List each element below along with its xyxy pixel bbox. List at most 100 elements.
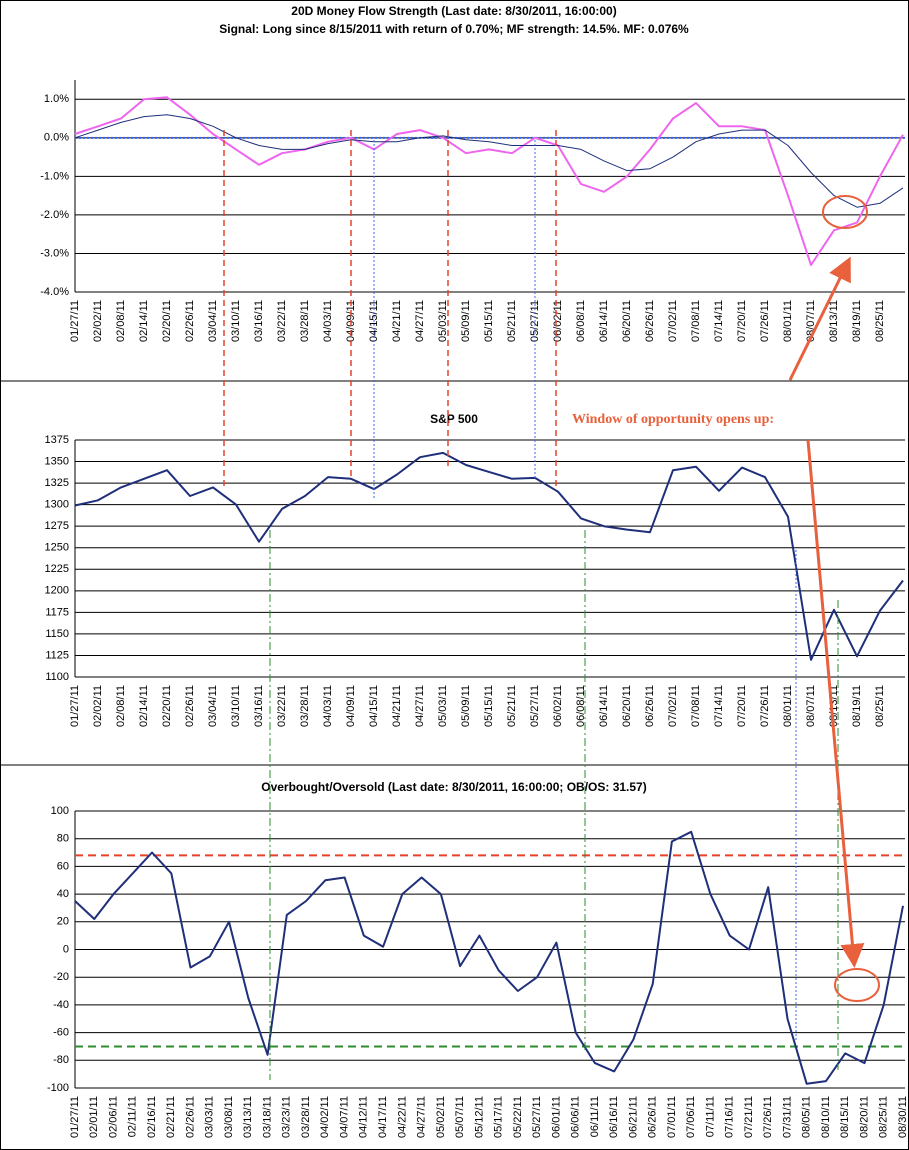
x-tick-label: 02/11/11 xyxy=(127,1096,139,1137)
highlight-circle xyxy=(834,968,880,1002)
x-tick-label: 04/27/11 xyxy=(414,685,426,727)
x-tick-label: 05/27/11 xyxy=(531,1096,543,1138)
x-tick-label: 05/09/11 xyxy=(460,685,472,727)
x-tick-label: 06/14/11 xyxy=(598,300,610,342)
x-tick-label: 04/27/11 xyxy=(414,300,426,342)
x-tick-label: 06/02/11 xyxy=(552,685,564,727)
y-tick-label: 1375 xyxy=(45,434,69,446)
x-tick-label: 03/16/11 xyxy=(253,685,265,727)
x-tick-label: 08/19/11 xyxy=(851,300,863,342)
x-tick-label: 06/02/11 xyxy=(552,300,564,342)
chart-title: 20D Money Flow Strength (Last date: 8/30… xyxy=(291,4,616,18)
x-tick-label: 06/16/11 xyxy=(608,1096,620,1138)
x-tick-label: 04/03/11 xyxy=(322,300,334,342)
x-tick-label: 03/18/11 xyxy=(261,1096,273,1138)
x-tick-label: 03/28/11 xyxy=(299,300,311,342)
x-tick-label: 07/26/11 xyxy=(762,1096,774,1138)
x-tick-label: 06/08/11 xyxy=(575,300,587,342)
x-tick-label: 05/03/11 xyxy=(437,685,449,727)
series-line xyxy=(74,830,904,1085)
x-tick-label: 07/20/11 xyxy=(736,685,748,727)
x-tick-label: 02/14/11 xyxy=(138,685,150,727)
y-tick-label: 1275 xyxy=(45,520,69,532)
y-tick-label: 1250 xyxy=(45,542,69,554)
x-tick-label: 08/19/11 xyxy=(851,685,863,727)
x-tick-label: 07/06/11 xyxy=(685,1096,697,1138)
x-tick-label: 05/07/11 xyxy=(454,1096,466,1138)
series-line xyxy=(74,114,904,208)
y-tick-label: -3.0% xyxy=(40,247,69,259)
x-tick-label: 07/14/11 xyxy=(713,300,725,342)
x-tick-label: 04/02/11 xyxy=(319,1096,331,1138)
y-tick-label: 1225 xyxy=(45,563,69,575)
y-tick-label: -100 xyxy=(47,1082,69,1094)
x-tick-label: 07/11/11 xyxy=(704,1096,716,1137)
x-tick-label: 02/21/11 xyxy=(165,1096,177,1138)
x-tick-label: 05/09/11 xyxy=(460,300,472,342)
chart-subtitle: Signal: Long since 8/15/2011 with return… xyxy=(219,22,689,36)
arrow xyxy=(806,439,865,968)
x-tick-label: 06/26/11 xyxy=(644,300,656,342)
x-tick-label: 06/20/11 xyxy=(621,300,633,342)
x-tick-label: 06/06/11 xyxy=(570,1096,582,1138)
x-tick-label: 04/03/11 xyxy=(322,685,334,727)
x-tick-label: 05/15/11 xyxy=(483,300,495,342)
x-tick-label: 07/08/11 xyxy=(690,685,702,727)
x-tick-label: 04/15/11 xyxy=(368,685,380,727)
x-tick-label: 03/28/11 xyxy=(300,1096,312,1138)
x-tick-label: 07/01/11 xyxy=(666,1096,678,1138)
x-tick-label: 03/08/11 xyxy=(223,1096,235,1138)
x-tick-label: 03/23/11 xyxy=(281,1096,293,1138)
x-tick-label: 07/20/11 xyxy=(736,300,748,342)
y-tick-label: 1125 xyxy=(45,649,69,661)
x-tick-label: 08/25/11 xyxy=(874,685,886,727)
x-tick-label: 08/30/11 xyxy=(897,1096,909,1138)
x-tick-label: 05/03/11 xyxy=(437,300,449,342)
x-tick-label: 08/15/11 xyxy=(839,1096,851,1138)
signal-lines xyxy=(269,530,839,1080)
x-tick-label: 03/28/11 xyxy=(299,685,311,727)
x-tick-label: 02/20/11 xyxy=(161,300,173,342)
x-tick-label: 04/27/11 xyxy=(416,1096,428,1138)
x-tick-label: 04/09/11 xyxy=(345,685,357,727)
y-tick-label: 1100 xyxy=(45,671,69,683)
y-tick-label: 1.0% xyxy=(44,93,69,105)
y-tick-label: 1350 xyxy=(45,455,69,467)
y-tick-label: 1325 xyxy=(45,477,69,489)
x-tick-label: 01/27/11 xyxy=(69,1096,81,1138)
x-tick-label: 06/14/11 xyxy=(598,685,610,727)
x-tick-label: 03/22/11 xyxy=(276,685,288,727)
y-tick-label: -40 xyxy=(53,999,69,1011)
x-tick-label: 03/04/11 xyxy=(207,300,219,342)
x-tick-label: 02/01/11 xyxy=(88,1096,100,1138)
x-tick-label: 07/08/11 xyxy=(690,300,702,342)
x-tick-label: 03/16/11 xyxy=(253,300,265,342)
x-tick-label: 08/05/11 xyxy=(801,1096,813,1138)
y-tick-label: -20 xyxy=(53,971,69,983)
annotation: Window of opportunity opens up: xyxy=(572,412,774,427)
y-tick-label: 100 xyxy=(51,805,69,817)
x-tick-label: 06/11/11 xyxy=(589,1096,601,1137)
x-tick-label: 01/27/11 xyxy=(69,300,81,342)
x-tick-label: 07/14/11 xyxy=(713,685,725,727)
x-tick-label: 08/25/11 xyxy=(878,1096,890,1138)
x-tick-label: 07/26/11 xyxy=(759,300,771,342)
x-tick-label: 04/21/11 xyxy=(391,685,403,727)
x-tick-label: 02/02/11 xyxy=(92,685,104,727)
y-tick-label: 40 xyxy=(57,888,69,900)
x-tick-label: 05/17/11 xyxy=(493,1096,505,1138)
x-tick-label: 05/21/11 xyxy=(506,300,518,342)
x-tick-label: 03/13/11 xyxy=(242,1096,254,1138)
x-tick-label: 02/20/11 xyxy=(161,685,173,727)
x-tick-label: 06/01/11 xyxy=(550,1096,562,1138)
y-tick-label: 60 xyxy=(57,860,69,872)
x-tick-label: 06/26/11 xyxy=(647,1096,659,1138)
x-tick-label: 02/26/11 xyxy=(184,685,196,727)
y-tick-label: 0.0% xyxy=(44,132,69,144)
y-tick-label: 1150 xyxy=(45,628,69,640)
x-tick-label: 08/01/11 xyxy=(782,300,794,342)
x-tick-label: 07/21/11 xyxy=(743,1096,755,1138)
x-tick-label: 05/12/11 xyxy=(473,1096,485,1138)
